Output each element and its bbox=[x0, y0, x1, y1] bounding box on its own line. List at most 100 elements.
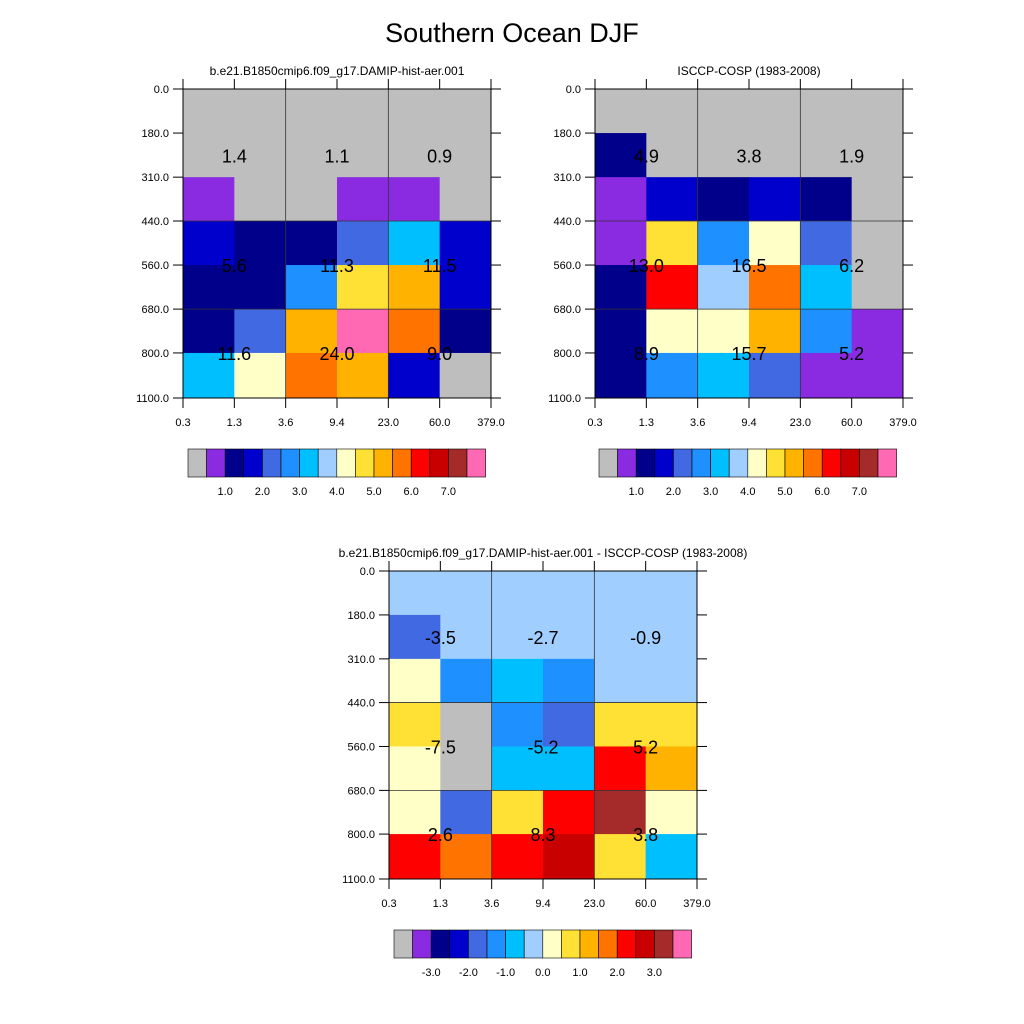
block-value-label: 8.9 bbox=[634, 344, 659, 364]
heatmap-cell bbox=[491, 834, 544, 880]
colorbar-swatch bbox=[243, 448, 263, 478]
block-value-label: -0.9 bbox=[630, 628, 661, 648]
heatmap-cell bbox=[697, 352, 750, 399]
colorbar-label: 3.0 bbox=[703, 486, 718, 498]
heatmap-cell bbox=[645, 702, 698, 747]
colorbar-label: -1.0 bbox=[496, 967, 515, 979]
y-tick-label: 0.0 bbox=[360, 566, 375, 578]
x-tick-label: 379.0 bbox=[683, 898, 711, 910]
colorbar-swatch bbox=[803, 448, 823, 478]
heatmap-cell bbox=[697, 221, 750, 266]
colorbar-swatch bbox=[766, 448, 786, 478]
heatmap-cell bbox=[491, 702, 544, 747]
y-tick-label: 310.0 bbox=[141, 172, 169, 184]
heatmap-cell bbox=[594, 614, 647, 660]
heatmap-cell bbox=[594, 658, 647, 704]
y-tick-label: 680.0 bbox=[141, 304, 169, 316]
y-tick-label: 680.0 bbox=[347, 785, 375, 797]
heatmap-cell bbox=[594, 571, 647, 616]
colorbar-swatch bbox=[672, 929, 692, 959]
colorbar-swatch bbox=[505, 929, 525, 959]
colorbar-swatch bbox=[206, 448, 226, 478]
y-tick-label: 1100.0 bbox=[342, 874, 375, 886]
colorbar-swatch bbox=[784, 448, 804, 478]
heatmap-cell bbox=[440, 746, 493, 791]
x-tick-label: 1.3 bbox=[639, 417, 654, 429]
colorbar-label: 1.0 bbox=[572, 967, 587, 979]
heatmap-cell bbox=[697, 309, 750, 354]
heatmap-cell bbox=[440, 702, 493, 747]
heatmap-cell bbox=[800, 221, 853, 266]
x-tick-label: 0.3 bbox=[175, 417, 190, 429]
heatmap-cell bbox=[440, 571, 493, 616]
block-value-label: 15.7 bbox=[731, 344, 766, 364]
heatmap-cell bbox=[595, 177, 647, 222]
heatmap-cell bbox=[543, 658, 595, 704]
heatmap-cell bbox=[491, 658, 544, 704]
y-tick-label: 440.0 bbox=[141, 216, 169, 228]
colorbar-swatch bbox=[392, 448, 412, 478]
colorbar: 1.0 2.0 3.0 4.0 5.0 6.0 7.0 bbox=[187, 448, 486, 498]
heatmap-cell bbox=[697, 265, 750, 310]
heatmap-cell bbox=[800, 89, 853, 134]
colorbar-swatch bbox=[673, 448, 693, 478]
x-tick-label: 379.0 bbox=[889, 417, 917, 429]
block-value-label: 1.1 bbox=[324, 146, 349, 166]
colorbar-swatch bbox=[468, 929, 488, 959]
colorbar-swatch bbox=[355, 448, 375, 478]
heatmap-cell bbox=[388, 221, 441, 266]
colorbar-swatch bbox=[821, 448, 842, 478]
panel-title: b.e21.B1850cmip6.f09_g17.DAMIP-hist-aer.… bbox=[210, 64, 465, 78]
x-tick-label: 60.0 bbox=[841, 417, 862, 429]
y-tick-label: 680.0 bbox=[553, 304, 581, 316]
y-tick-label: 310.0 bbox=[553, 172, 581, 184]
heatmap-cell bbox=[595, 133, 647, 178]
heatmap-cell bbox=[697, 89, 750, 134]
x-tick-label: 9.4 bbox=[741, 417, 756, 429]
heatmap-cell bbox=[595, 309, 647, 354]
block-value-label: -3.5 bbox=[425, 628, 456, 648]
block-value-label: 6.2 bbox=[839, 256, 864, 276]
heatmap-cell bbox=[439, 309, 492, 354]
heatmap-cell bbox=[543, 746, 595, 791]
colorbar-swatch bbox=[635, 929, 655, 959]
heatmap-cell bbox=[749, 89, 801, 134]
heatmap-cell bbox=[594, 834, 647, 880]
x-tick-label: 3.6 bbox=[278, 417, 293, 429]
heatmap-cell bbox=[337, 221, 389, 266]
y-tick-label: 800.0 bbox=[553, 348, 581, 360]
colorbar-label: 5.0 bbox=[777, 486, 792, 498]
x-tick-label: 379.0 bbox=[477, 417, 505, 429]
heatmap-cell bbox=[439, 352, 492, 399]
heatmap-cell bbox=[543, 702, 595, 747]
colorbar-swatch bbox=[598, 929, 618, 959]
colorbar: 1.0 2.0 3.0 4.0 5.0 6.0 7.0 bbox=[598, 448, 897, 498]
colorbar-swatch bbox=[617, 448, 637, 478]
y-tick-label: 1100.0 bbox=[136, 393, 169, 405]
colorbar-swatch bbox=[523, 929, 544, 959]
heatmap-cell bbox=[645, 658, 698, 704]
heatmap-cell bbox=[697, 177, 750, 222]
y-tick-label: 800.0 bbox=[141, 348, 169, 360]
heatmap-cell bbox=[285, 221, 338, 266]
colorbar-label: -3.0 bbox=[422, 967, 441, 979]
colorbar-label: 5.0 bbox=[366, 486, 381, 498]
block-value-label: 8.3 bbox=[530, 825, 555, 845]
heatmap-cell bbox=[183, 89, 235, 178]
block-value-label: 11.6 bbox=[217, 344, 251, 364]
colorbar-label: 4.0 bbox=[329, 486, 344, 498]
block-value-label: 1.9 bbox=[839, 146, 864, 166]
block-value-label: -2.7 bbox=[527, 628, 558, 648]
heatmap-cell bbox=[389, 746, 441, 791]
colorbar-swatch bbox=[466, 448, 486, 478]
y-tick-label: 560.0 bbox=[347, 741, 375, 753]
heatmap-cell bbox=[851, 352, 904, 399]
heatmap-cell bbox=[389, 658, 441, 704]
colorbar-swatch bbox=[336, 448, 356, 478]
colorbar-label: 2.0 bbox=[666, 486, 681, 498]
heatmap-cell bbox=[491, 614, 544, 660]
colorbar-label: 1.0 bbox=[218, 486, 233, 498]
block-value-label: 3.8 bbox=[736, 146, 761, 166]
heatmap-cell bbox=[285, 177, 338, 222]
colorbar-label: 3.0 bbox=[292, 486, 307, 498]
